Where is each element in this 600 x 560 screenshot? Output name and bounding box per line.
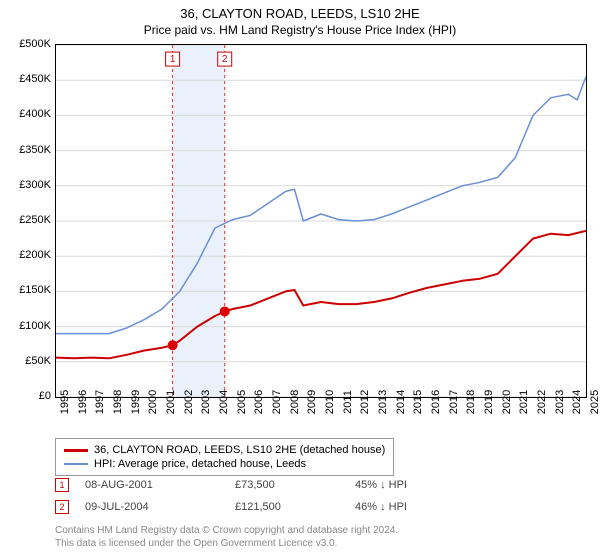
marker-delta: 46% ↓ HPI xyxy=(355,501,475,513)
legend-item: HPI: Average price, detached house, Leed… xyxy=(64,457,385,471)
x-tick-label: 2002 xyxy=(183,390,195,414)
x-tick-label: 2003 xyxy=(200,390,212,414)
x-tick-label: 2006 xyxy=(253,390,265,414)
y-tick-label: £300K xyxy=(0,179,51,191)
marker-date: 08-AUG-2001 xyxy=(85,479,235,491)
y-tick-label: £0 xyxy=(0,390,51,402)
legend: 36, CLAYTON ROAD, LEEDS, LS10 2HE (detac… xyxy=(55,438,394,476)
y-tick-label: £250K xyxy=(0,214,51,226)
x-tick-label: 2022 xyxy=(536,390,548,414)
x-tick-label: 2025 xyxy=(589,390,600,414)
x-tick-label: 2008 xyxy=(289,390,301,414)
marker-delta: 45% ↓ HPI xyxy=(355,479,475,491)
x-tick-label: 2021 xyxy=(518,390,530,414)
marker-table-row: 1 08-AUG-2001£73,50045% ↓ HPI xyxy=(55,478,475,492)
chart-subtitle: Price paid vs. HM Land Registry's House … xyxy=(0,21,600,41)
footer-attribution: Contains HM Land Registry data © Crown c… xyxy=(55,524,398,550)
y-tick-label: £200K xyxy=(0,249,51,261)
marker-num-cell: 2 xyxy=(55,500,85,514)
x-tick-label: 2010 xyxy=(324,390,336,414)
x-tick-label: 2011 xyxy=(342,390,354,414)
x-tick-label: 2018 xyxy=(465,390,477,414)
x-tick-label: 2023 xyxy=(554,390,566,414)
x-tick-label: 2024 xyxy=(571,390,583,414)
marker-price: £121,500 xyxy=(235,501,355,513)
x-tick-label: 1998 xyxy=(112,390,124,414)
legend-swatch xyxy=(64,449,88,452)
plot-area: 12 xyxy=(55,44,587,398)
y-tick-label: £450K xyxy=(0,73,51,85)
legend-swatch xyxy=(64,463,88,465)
x-tick-label: 2001 xyxy=(165,390,177,414)
svg-text:2: 2 xyxy=(222,54,228,65)
x-tick-label: 2000 xyxy=(147,390,159,414)
marker-table-row: 2 09-JUL-2004£121,50046% ↓ HPI xyxy=(55,500,475,514)
x-tick-label: 1996 xyxy=(77,390,89,414)
x-tick-label: 1999 xyxy=(130,390,142,414)
y-tick-label: £400K xyxy=(0,108,51,120)
x-tick-label: 2009 xyxy=(306,390,318,414)
x-tick-label: 2004 xyxy=(218,390,230,414)
x-tick-label: 2012 xyxy=(359,390,371,414)
x-tick-label: 2020 xyxy=(501,390,513,414)
x-tick-label: 2005 xyxy=(236,390,248,414)
x-tick-label: 2007 xyxy=(271,390,283,414)
x-tick-label: 2015 xyxy=(412,390,424,414)
marker-price: £73,500 xyxy=(235,479,355,491)
marker-num-cell: 1 xyxy=(55,478,85,492)
marker-date: 09-JUL-2004 xyxy=(85,501,235,513)
x-tick-label: 2013 xyxy=(377,390,389,414)
footer-line2: This data is licensed under the Open Gov… xyxy=(55,537,398,550)
y-tick-label: £50K xyxy=(0,355,51,367)
x-tick-label: 2017 xyxy=(448,390,460,414)
footer-line1: Contains HM Land Registry data © Crown c… xyxy=(55,524,398,537)
marker-num-box: 2 xyxy=(55,500,69,514)
legend-label: HPI: Average price, detached house, Leed… xyxy=(94,458,306,470)
svg-text:1: 1 xyxy=(170,54,176,65)
x-tick-label: 2014 xyxy=(395,390,407,414)
legend-item: 36, CLAYTON ROAD, LEEDS, LS10 2HE (detac… xyxy=(64,443,385,457)
marker-num-box: 1 xyxy=(55,478,69,492)
y-tick-label: £150K xyxy=(0,284,51,296)
plot-svg: 12 xyxy=(56,45,586,397)
y-tick-label: £100K xyxy=(0,320,51,332)
x-tick-label: 1997 xyxy=(94,390,106,414)
y-tick-label: £350K xyxy=(0,144,51,156)
legend-label: 36, CLAYTON ROAD, LEEDS, LS10 2HE (detac… xyxy=(94,444,385,456)
chart-container: 36, CLAYTON ROAD, LEEDS, LS10 2HE Price … xyxy=(0,0,600,560)
x-tick-label: 2019 xyxy=(483,390,495,414)
y-tick-label: £500K xyxy=(0,38,51,50)
x-tick-label: 1995 xyxy=(59,390,71,414)
x-tick-label: 2016 xyxy=(430,390,442,414)
chart-title: 36, CLAYTON ROAD, LEEDS, LS10 2HE xyxy=(0,0,600,21)
